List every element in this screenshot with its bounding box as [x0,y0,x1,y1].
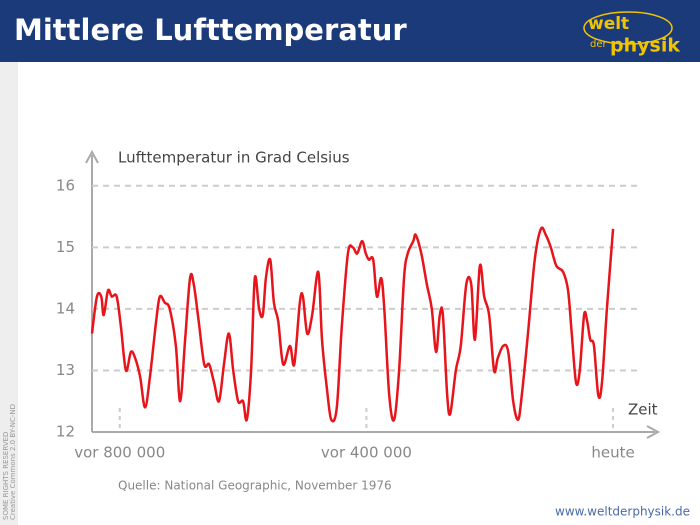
x-tick-label: vor 800 000 [74,444,165,462]
y-axis-label: Lufttemperatur in Grad Celsius [118,149,350,167]
x-tick-label: vor 400 000 [321,444,412,462]
footer-url: www.weltderphysik.de [555,505,690,519]
y-tick-label: 15 [56,238,75,256]
logo-orbit [583,11,673,45]
y-tick-label: 14 [56,299,75,317]
logo-text: welt [588,14,629,34]
license-text: Creative Commons 2.0 BY-NC-ND [9,404,17,520]
x-tick-label: heute [591,444,634,462]
x-axis-label: Zeit [628,401,658,419]
y-tick-label: 13 [56,361,75,379]
header-band [0,0,700,62]
y-axis-arrow [85,149,99,164]
source: Quelle: National Geographic, November 19… [118,479,392,493]
logo: welt der physik [583,11,680,57]
license-strip [0,62,18,525]
x-axis-arrow [646,425,661,439]
license-text: SOME RIGHTS RESERVED [2,432,10,520]
logo-text: der [590,39,608,50]
chart-title: Mittlere Lufttemperatur [14,13,407,47]
logo-text: physik [610,35,680,57]
y-tick-label: 16 [56,176,75,194]
temperature-line [90,226,615,423]
y-tick-label: 12 [56,423,75,441]
